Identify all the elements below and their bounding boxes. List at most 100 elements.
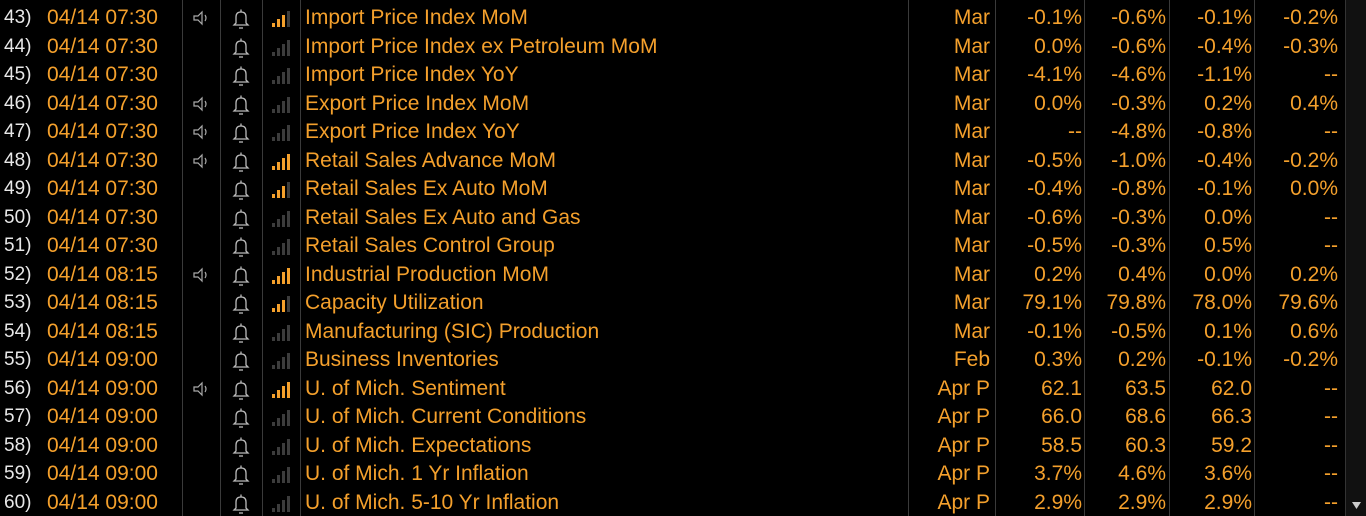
alert-sound-icon — [193, 153, 207, 168]
bell-icon[interactable] — [231, 293, 251, 315]
relevance-bar — [277, 47, 280, 56]
bell-icon[interactable] — [231, 436, 251, 458]
survey-value: -4.1% — [1027, 63, 1082, 86]
relevance-bars — [272, 68, 290, 84]
bell-icon[interactable] — [231, 151, 251, 173]
bell-icon[interactable] — [231, 8, 251, 30]
calendar-row[interactable]: 51) 04/14 07:30 Retail Sales Control Group… — [0, 232, 1344, 260]
bell-body — [232, 11, 250, 26]
event-time: 04/14 07:30 — [47, 148, 158, 172]
survey-value: 0.0% — [1034, 91, 1082, 115]
row-number: 59) — [4, 463, 32, 484]
relevance-bars — [272, 210, 290, 227]
event-period: Mar — [953, 91, 990, 115]
bell-icon[interactable] — [231, 493, 251, 515]
event-period: Apr P — [937, 490, 990, 514]
relevance-bar — [287, 39, 290, 56]
calendar-row[interactable]: 44) 04/14 07:30 Import Price Index ex Petr… — [0, 33, 1344, 61]
calendar-row[interactable]: 47) 04/14 07:30 Export Price Index YoY Mar -… — [0, 118, 1344, 146]
row-number: 44) — [4, 35, 32, 57]
calendar-row[interactable]: 59) 04/14 09:00 U. of Mich. 1 Yr Inflation… — [0, 460, 1344, 488]
prior-value: 59.2 — [1211, 433, 1252, 457]
relevance-bar — [272, 507, 275, 512]
bell-body — [232, 324, 250, 340]
scroll-arrow[interactable] — [1346, 0, 1366, 516]
relevance-bar — [277, 389, 280, 398]
bell-icon[interactable] — [231, 236, 251, 258]
bell-icon[interactable] — [231, 37, 251, 59]
calendar-row[interactable]: 55) 04/14 09:00 Business Inventories Feb 0.3… — [0, 346, 1344, 374]
survey-value: -0.4% — [1027, 177, 1082, 200]
calendar-row[interactable]: 56) 04/14 09:00 U. of Mich. Sentiment Apr P… — [0, 375, 1344, 403]
relevance-bar — [287, 210, 290, 227]
calendar-row[interactable]: 45) 04/14 07:30 Import Price Index YoY Mar -… — [0, 61, 1344, 89]
bell-icon[interactable] — [231, 265, 251, 287]
bell-icon[interactable] — [231, 65, 251, 87]
relevance-bar — [272, 251, 275, 255]
speaker — [193, 124, 203, 140]
bell-icon[interactable] — [231, 379, 251, 401]
actual-value: -0.6% — [1111, 34, 1166, 58]
calendar-row[interactable]: 50) 04/14 07:30 Retail Sales Ex Auto and G… — [0, 204, 1344, 232]
revised-value: -- — [1324, 205, 1338, 229]
revised-value: -- — [1324, 63, 1338, 86]
relevance-bar — [277, 475, 280, 483]
relevance-bar — [282, 157, 285, 170]
relevance-bar — [282, 129, 285, 141]
event-time: 04/14 08:15 — [47, 262, 158, 286]
calendar-row[interactable]: 46) 04/14 07:30 Export Price Index MoM Mar 0… — [0, 90, 1344, 118]
bell-icon[interactable] — [231, 464, 251, 486]
calendar-row[interactable]: 58) 04/14 09:00 U. of Mich. Expectations Ap… — [0, 432, 1344, 460]
calendar-row[interactable]: 53) 04/14 08:15 Capacity Utilization Mar 79.… — [0, 289, 1344, 317]
relevance-bar — [277, 304, 280, 312]
calendar-row[interactable]: 49) 04/14 07:30 Retail Sales Ex Auto MoM Ma… — [0, 175, 1344, 203]
row-number: 55) — [4, 349, 32, 370]
relevance-bar — [272, 108, 275, 113]
survey-value: 66.0 — [1041, 405, 1082, 428]
relevance-bar — [287, 239, 290, 255]
calendar-row[interactable]: 48) 04/14 07:30 Retail Sales Advance MoM Ma… — [0, 147, 1344, 175]
bell-icon[interactable] — [231, 94, 251, 116]
calendar-row[interactable]: 57) 04/14 09:00 U. of Mich. Current Condit… — [0, 403, 1344, 431]
relevance-bar — [277, 19, 280, 27]
relevance-bar — [287, 353, 290, 369]
bell-icon[interactable] — [231, 350, 251, 372]
prior-value: 0.0% — [1204, 262, 1252, 286]
column-divider — [1169, 0, 1170, 516]
prior-value: 0.1% — [1204, 319, 1252, 343]
prior-value: -0.1% — [1197, 177, 1252, 200]
relevance-bar — [272, 279, 275, 284]
relevance-bar — [277, 446, 280, 455]
event-time: 04/14 08:15 — [47, 291, 158, 314]
calendar-row[interactable]: 52) 04/14 08:15 Industrial Production MoM M… — [0, 261, 1344, 289]
bell-icon[interactable] — [231, 322, 251, 344]
event-period: Mar — [953, 234, 990, 257]
revised-value: -- — [1324, 120, 1338, 143]
relevance-bar — [272, 450, 275, 455]
bell-icon[interactable] — [231, 179, 251, 201]
speaker — [193, 153, 203, 168]
bell-icon[interactable] — [231, 208, 251, 230]
relevance-bar — [282, 499, 285, 512]
revised-value: -0.3% — [1283, 34, 1338, 58]
event-time: 04/14 09:00 — [47, 348, 158, 371]
relevance-bars — [272, 239, 290, 255]
bell-icon[interactable] — [231, 122, 251, 144]
row-number: 54) — [4, 320, 32, 342]
prior-value: 0.2% — [1204, 91, 1252, 115]
survey-value: 58.5 — [1041, 433, 1082, 457]
bell-body — [232, 239, 250, 254]
row-number: 51) — [4, 235, 32, 256]
calendar-row[interactable]: 43) 04/14 07:30 Import Price Index MoM Mar -… — [0, 4, 1344, 32]
column-divider — [262, 0, 263, 516]
calendar-row[interactable]: 54) 04/14 08:15 Manufacturing (SIC) Produc… — [0, 318, 1344, 346]
revised-value: -0.2% — [1283, 348, 1338, 371]
bell-icon[interactable] — [231, 407, 251, 429]
column-divider — [182, 0, 183, 516]
revised-value: -- — [1324, 462, 1338, 485]
alert-sound-icon — [193, 96, 207, 111]
calendar-row[interactable]: 60) 04/14 09:00 U. of Mich. 5-10 Yr Inflat… — [0, 489, 1344, 516]
prior-value: 62.0 — [1211, 376, 1252, 400]
scrollbar[interactable] — [1345, 0, 1366, 516]
event-name: Retail Sales Advance MoM — [305, 148, 556, 172]
